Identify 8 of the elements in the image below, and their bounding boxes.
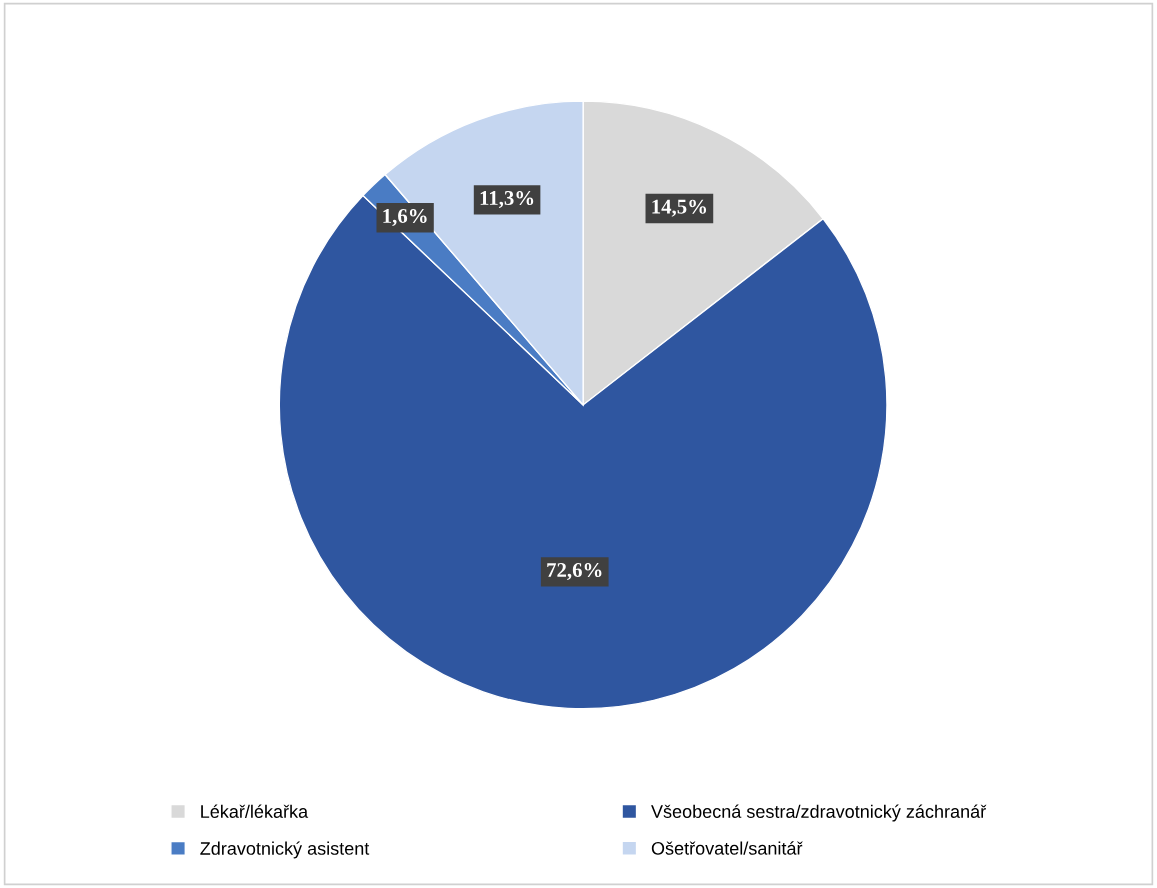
data-label: 72,6%	[547, 562, 602, 581]
data-label: 1,6%	[383, 208, 427, 227]
legend-label: Zdravotnický asistent	[200, 841, 370, 859]
legend-label: Všeobecná sestra/zdravotnický záchranář	[651, 804, 987, 822]
legend-label: Ošetřovatel/sanitář	[651, 841, 803, 855]
legend-label: Lékař/lékařka	[201, 804, 309, 818]
data-label: 14,5%	[652, 199, 707, 217]
data-label: 11,3%	[480, 190, 534, 209]
